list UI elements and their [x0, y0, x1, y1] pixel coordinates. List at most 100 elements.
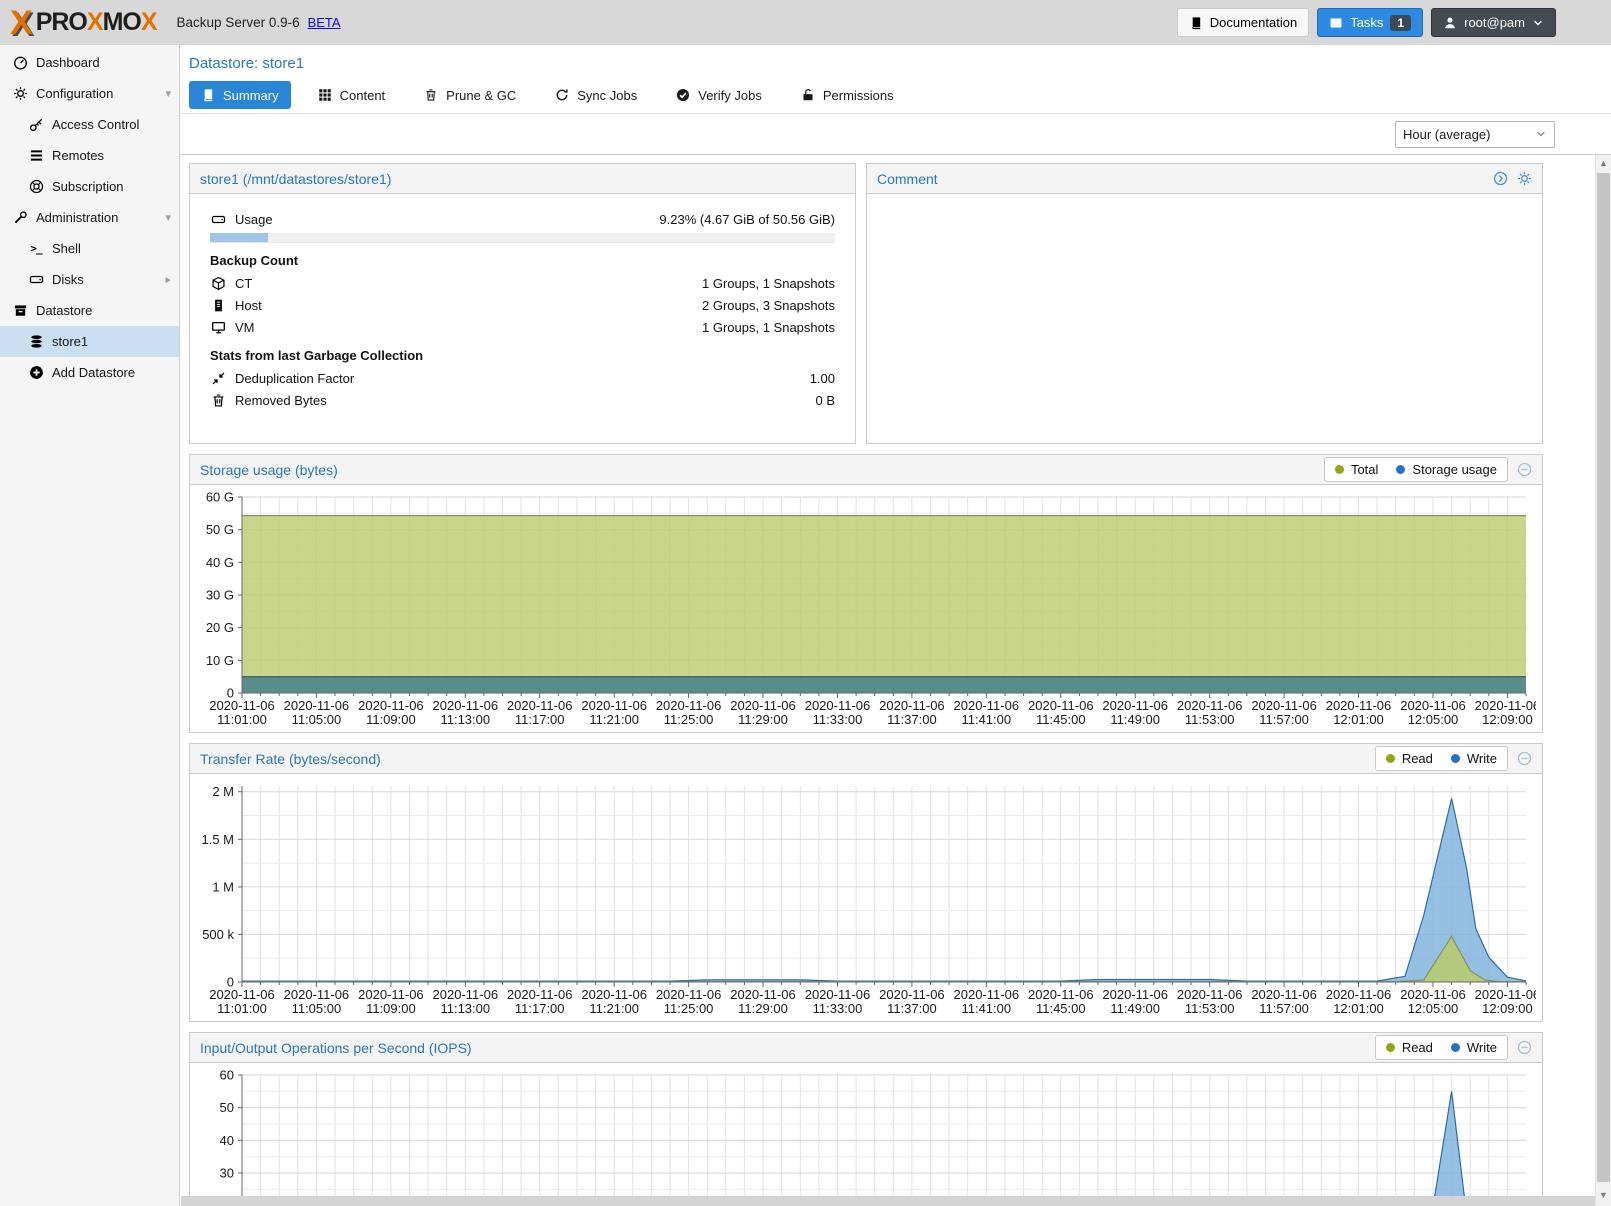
sidebar-item-disks[interactable]: Disks ▸: [0, 264, 179, 295]
legend-item[interactable]: Read: [1385, 751, 1433, 766]
svg-text:2020-11-06: 2020-11-06: [358, 698, 424, 713]
collapse-arrow-icon[interactable]: ▾: [165, 212, 171, 224]
svg-text:2020-11-06: 2020-11-06: [433, 698, 499, 713]
beta-link[interactable]: BETA: [307, 15, 341, 30]
tab-sync-jobs[interactable]: Sync Jobs: [543, 81, 649, 109]
collapse-chart-button[interactable]: [1517, 1040, 1532, 1055]
svg-text:11:37:00: 11:37:00: [887, 712, 937, 727]
unlock-icon: [801, 88, 815, 102]
legend-item[interactable]: Read: [1385, 1040, 1433, 1055]
collapse-arrow-icon[interactable]: ▾: [165, 88, 171, 100]
sidebar-item-shell[interactable]: >_ Shell: [0, 233, 179, 264]
sidebar-item-store1[interactable]: store1: [0, 326, 179, 357]
chart-legend: Read Write: [1374, 746, 1508, 771]
tab-prune-gc[interactable]: Prune & GC: [412, 81, 528, 109]
tab-summary[interactable]: Summary: [189, 81, 291, 109]
tab-verify-jobs[interactable]: Verify Jobs: [664, 81, 774, 109]
svg-text:2 M: 2 M: [212, 784, 234, 799]
tasks-list-icon: [1330, 17, 1343, 28]
legend-item[interactable]: Storage usage: [1396, 462, 1497, 477]
documentation-button[interactable]: Documentation: [1176, 8, 1310, 37]
legend-item[interactable]: Write: [1450, 751, 1497, 766]
book-icon: [1191, 16, 1201, 29]
chevron-down-icon: [1533, 19, 1543, 25]
svg-text:30: 30: [220, 1166, 234, 1181]
datastore-summary-panel: store1 (/mnt/datastores/store1) Usage 9.…: [189, 163, 856, 444]
sidebar-item-remotes[interactable]: Remotes: [0, 140, 179, 171]
svg-text:11:05:00: 11:05:00: [292, 1001, 342, 1016]
legend-dot-icon: [1396, 465, 1406, 474]
scrollbar-thumb[interactable]: [1597, 173, 1610, 1182]
svg-text:11:49:00: 11:49:00: [1110, 712, 1160, 727]
sidebar-item-administration[interactable]: Administration ▾: [0, 202, 179, 233]
tasks-button[interactable]: Tasks 1: [1317, 8, 1424, 37]
gear-icon: [12, 86, 28, 101]
legend-item[interactable]: Write: [1450, 1040, 1497, 1055]
sidebar-item-subscription[interactable]: Subscription: [0, 171, 179, 202]
sidebar-item-configuration[interactable]: Configuration ▾: [0, 78, 179, 109]
horizontal-scrollbar[interactable]: [181, 1196, 1595, 1206]
svg-text:12:09:00: 12:09:00: [1482, 712, 1533, 727]
comment-body[interactable]: [867, 194, 1542, 443]
svg-text:11:01:00: 11:01:00: [217, 712, 267, 727]
scroll-up-arrow[interactable]: ▲: [1599, 158, 1608, 168]
svg-text:2020-11-06: 2020-11-06: [805, 698, 871, 713]
minus-circle-icon: [1517, 462, 1532, 477]
comment-settings-button[interactable]: [1517, 171, 1532, 186]
svg-text:11:45:00: 11:45:00: [1036, 1001, 1086, 1016]
svg-text:2020-11-06: 2020-11-06: [433, 987, 499, 1002]
database-icon: [28, 334, 44, 349]
expand-arrow-icon[interactable]: ▸: [165, 274, 171, 286]
svg-text:11:17:00: 11:17:00: [515, 1001, 565, 1016]
legend-item[interactable]: Total: [1334, 462, 1378, 477]
svg-text:12:01:00: 12:01:00: [1333, 1001, 1384, 1016]
user-menu-button[interactable]: root@pam: [1431, 8, 1556, 37]
sidebar-item-label: Access Control: [52, 117, 140, 132]
sidebar-item-datastore[interactable]: Datastore: [0, 295, 179, 326]
submit-comment-button[interactable]: [1493, 171, 1508, 186]
timeframe-select[interactable]: Hour (average): [1395, 120, 1555, 148]
svg-text:11:33:00: 11:33:00: [813, 712, 863, 727]
comment-panel: Comment: [866, 163, 1543, 444]
svg-text:2020-11-06: 2020-11-06: [1475, 698, 1536, 713]
iops-chart: 01020304050602020-11-0611:01:002020-11-0…: [196, 1067, 1536, 1206]
trash-icon: [210, 393, 226, 408]
panel-title: Transfer Rate (bytes/second): [200, 750, 381, 767]
chart-legend: Read Write: [1374, 1035, 1508, 1060]
svg-text:0: 0: [227, 975, 234, 990]
panel-title: Input/Output Operations per Second (IOPS…: [200, 1039, 472, 1056]
chevron-right-circle-icon: [1493, 171, 1508, 186]
iops-chart-panel: Input/Output Operations per Second (IOPS…: [189, 1032, 1543, 1206]
svg-text:2020-11-06: 2020-11-06: [954, 987, 1020, 1002]
sidebar-item-add-datastore[interactable]: Add Datastore: [0, 357, 179, 388]
svg-text:60 G: 60 G: [206, 490, 234, 505]
svg-text:0: 0: [227, 686, 234, 701]
svg-text:2020-11-06: 2020-11-06: [1102, 698, 1168, 713]
tab-content[interactable]: Content: [306, 81, 398, 109]
sidebar: Dashboard Configuration ▾ Access Control…: [0, 45, 180, 1206]
panel-title: store1 (/mnt/datastores/store1): [200, 170, 392, 187]
svg-text:2020-11-06: 2020-11-06: [1102, 987, 1168, 1002]
panel-title: Comment: [877, 170, 938, 187]
svg-text:2020-11-06: 2020-11-06: [730, 698, 796, 713]
sidebar-item-dashboard[interactable]: Dashboard: [0, 47, 179, 78]
svg-text:60: 60: [220, 1068, 234, 1083]
page-title: Datastore: store1: [189, 54, 305, 72]
check-circle-icon: [676, 88, 691, 102]
svg-text:11:49:00: 11:49:00: [1110, 1001, 1160, 1016]
collapse-chart-button[interactable]: [1517, 751, 1532, 766]
usage-row: Usage 9.23% (4.67 GiB of 50.56 GiB): [210, 208, 835, 230]
svg-text:2020-11-06: 2020-11-06: [1400, 987, 1466, 1002]
sidebar-item-access-control[interactable]: Access Control: [0, 109, 179, 140]
svg-text:11:17:00: 11:17:00: [515, 712, 565, 727]
svg-text:2020-11-06: 2020-11-06: [581, 987, 647, 1002]
svg-text:2020-11-06: 2020-11-06: [581, 698, 647, 713]
scroll-down-arrow[interactable]: ▼: [1599, 1190, 1608, 1200]
dashboard-icon: [12, 55, 28, 70]
collapse-chart-button[interactable]: [1517, 462, 1532, 477]
list-icon: [28, 148, 44, 163]
vertical-scrollbar[interactable]: ▲ ▼: [1595, 155, 1611, 1206]
sidebar-item-label: Configuration: [36, 86, 114, 101]
tab-permissions[interactable]: Permissions: [789, 81, 906, 109]
main-area: Datastore: store1 Summary Content Prune …: [181, 45, 1611, 1206]
